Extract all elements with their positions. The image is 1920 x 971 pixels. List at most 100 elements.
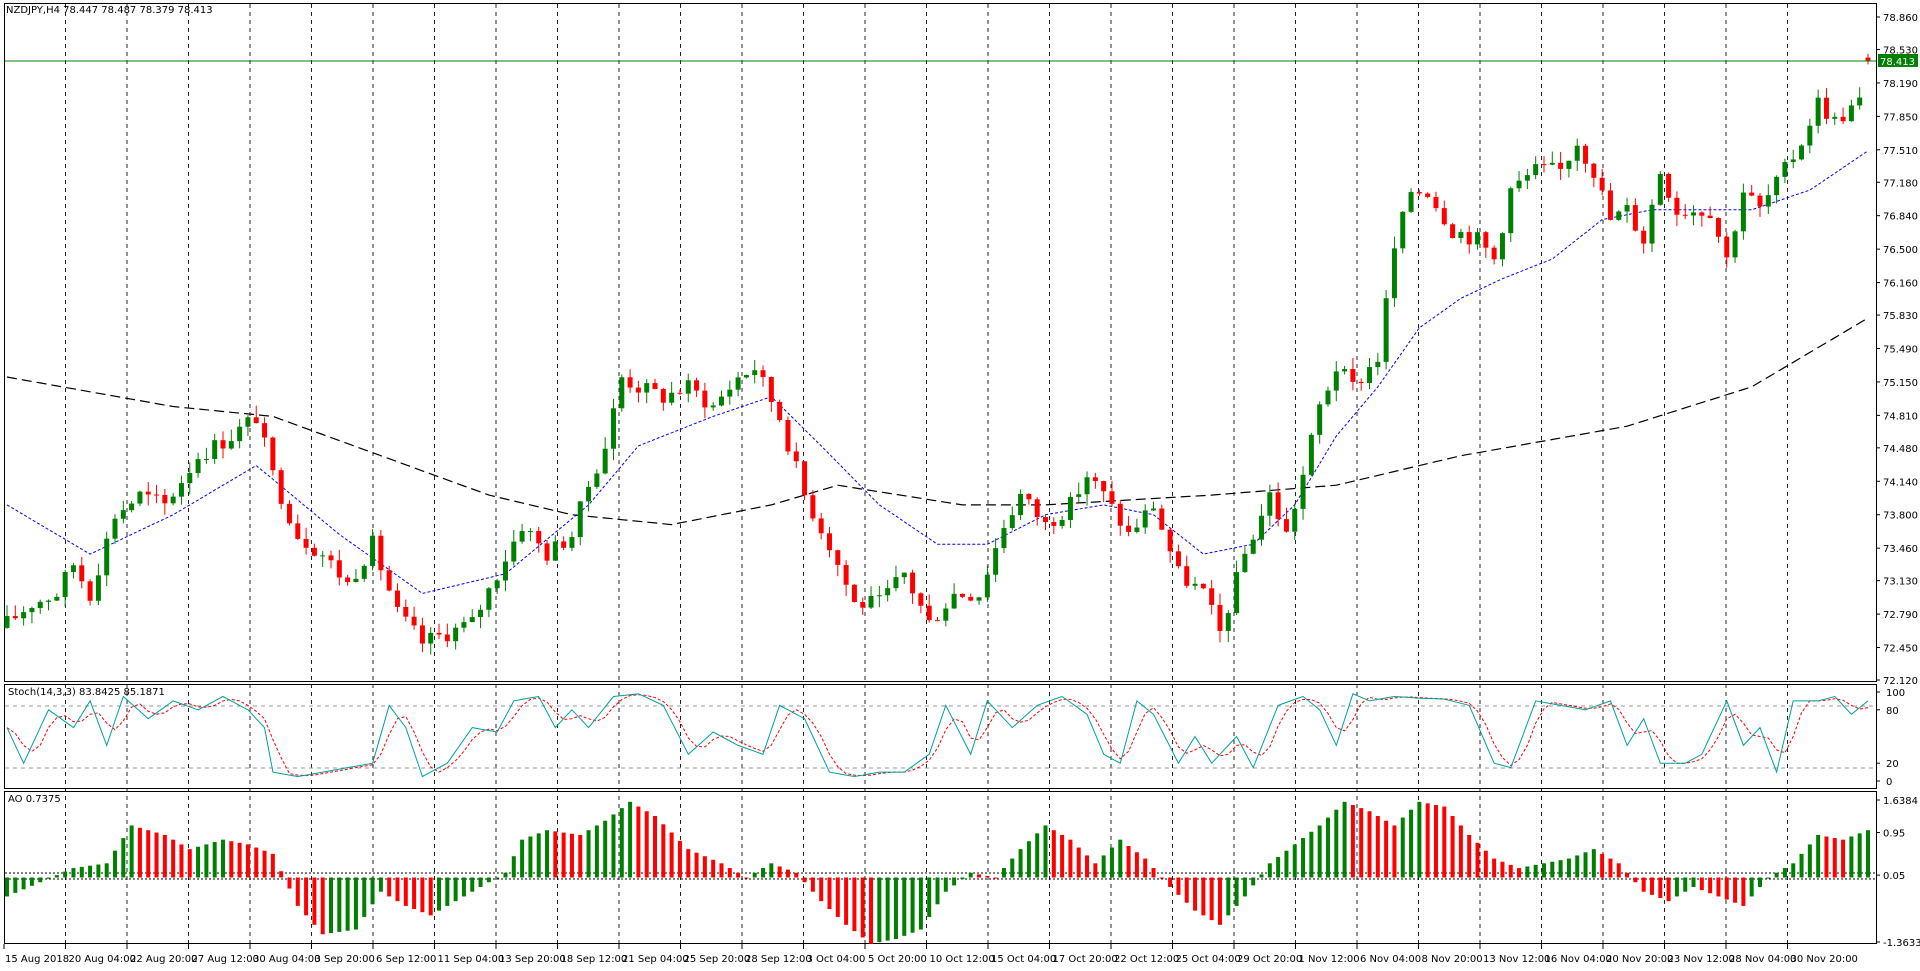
- candle[interactable]: [1516, 170, 1522, 192]
- candle[interactable]: [1142, 504, 1148, 534]
- candle[interactable]: [1848, 99, 1854, 122]
- candle[interactable]: [95, 563, 101, 606]
- candle[interactable]: [195, 452, 201, 478]
- candle[interactable]: [935, 616, 940, 622]
- candle[interactable]: [1217, 593, 1223, 643]
- candle[interactable]: [810, 490, 816, 522]
- candle[interactable]: [1641, 226, 1647, 254]
- candle[interactable]: [1034, 497, 1040, 526]
- candle[interactable]: [1092, 472, 1098, 489]
- candle[interactable]: [777, 399, 783, 423]
- candle[interactable]: [793, 442, 799, 468]
- candle[interactable]: [860, 597, 866, 615]
- candle[interactable]: [1308, 432, 1314, 477]
- candle[interactable]: [270, 436, 276, 476]
- candle[interactable]: [303, 527, 309, 555]
- candle[interactable]: [1333, 361, 1339, 402]
- candle[interactable]: [943, 603, 949, 627]
- candle[interactable]: [1175, 544, 1181, 569]
- candle[interactable]: [901, 572, 907, 585]
- candle[interactable]: [386, 565, 392, 592]
- candle[interactable]: [1391, 236, 1397, 307]
- candle[interactable]: [353, 569, 359, 583]
- candle[interactable]: [1732, 229, 1738, 263]
- candle[interactable]: [951, 583, 957, 609]
- candle[interactable]: [203, 447, 209, 464]
- candle[interactable]: [79, 556, 85, 589]
- candle[interactable]: [577, 501, 583, 546]
- candle[interactable]: [1267, 484, 1273, 527]
- candle[interactable]: [154, 484, 160, 504]
- candle[interactable]: [62, 569, 68, 607]
- candle[interactable]: [1151, 501, 1157, 511]
- candle[interactable]: [1018, 489, 1024, 520]
- candle[interactable]: [1541, 156, 1547, 173]
- candle[interactable]: [1134, 518, 1140, 534]
- candle[interactable]: [1441, 200, 1447, 226]
- candle[interactable]: [444, 623, 450, 648]
- candle[interactable]: [1059, 515, 1065, 529]
- candle[interactable]: [569, 531, 575, 552]
- candle[interactable]: [536, 526, 542, 553]
- candle[interactable]: [104, 531, 110, 587]
- candle[interactable]: [735, 371, 741, 397]
- candle[interactable]: [727, 380, 733, 405]
- candle[interactable]: [4, 605, 10, 629]
- candle[interactable]: [1823, 88, 1829, 125]
- candle[interactable]: [1840, 107, 1846, 125]
- price-pane[interactable]: [4, 3, 1877, 682]
- candle[interactable]: [228, 429, 234, 450]
- candle[interactable]: [1067, 492, 1073, 528]
- candle[interactable]: [1691, 205, 1697, 226]
- candle[interactable]: [1799, 144, 1805, 161]
- candle[interactable]: [1026, 493, 1032, 505]
- candle[interactable]: [552, 535, 558, 562]
- candle[interactable]: [1475, 227, 1481, 250]
- candle[interactable]: [768, 376, 774, 412]
- candle[interactable]: [1491, 245, 1497, 265]
- candle[interactable]: [918, 592, 924, 614]
- candle[interactable]: [594, 469, 600, 489]
- candle[interactable]: [1300, 466, 1306, 520]
- candle[interactable]: [370, 529, 376, 571]
- candle[interactable]: [361, 564, 367, 582]
- candle[interactable]: [660, 387, 666, 411]
- candle[interactable]: [1649, 199, 1655, 252]
- candle[interactable]: [760, 365, 766, 387]
- candle[interactable]: [311, 543, 317, 557]
- candle[interactable]: [162, 488, 168, 515]
- candle[interactable]: [1184, 555, 1190, 589]
- candle[interactable]: [619, 374, 625, 412]
- candle[interactable]: [1774, 175, 1780, 204]
- candle[interactable]: [320, 551, 326, 568]
- candle[interactable]: [1317, 401, 1323, 444]
- candle[interactable]: [702, 382, 708, 419]
- candle[interactable]: [1666, 172, 1672, 202]
- candle[interactable]: [46, 599, 52, 611]
- candle[interactable]: [984, 565, 990, 603]
- candle[interactable]: [710, 402, 716, 411]
- candle[interactable]: [1283, 507, 1289, 533]
- candle[interactable]: [486, 587, 492, 618]
- candle[interactable]: [1325, 386, 1331, 407]
- candle[interactable]: [1682, 204, 1688, 220]
- candle[interactable]: [785, 416, 791, 455]
- candle[interactable]: [1350, 357, 1356, 391]
- candle[interactable]: [137, 490, 143, 507]
- candle[interactable]: [345, 574, 351, 586]
- candle[interactable]: [1126, 516, 1132, 537]
- candle[interactable]: [336, 549, 342, 586]
- candle[interactable]: [610, 398, 616, 461]
- candle[interactable]: [411, 606, 417, 630]
- candle[interactable]: [178, 475, 184, 505]
- candle[interactable]: [1807, 118, 1813, 154]
- candle[interactable]: [635, 380, 641, 403]
- candle[interactable]: [461, 616, 467, 633]
- candle[interactable]: [29, 606, 35, 624]
- candle[interactable]: [54, 593, 60, 601]
- candle[interactable]: [1425, 192, 1431, 199]
- candle[interactable]: [1865, 53, 1871, 65]
- candle[interactable]: [286, 500, 292, 526]
- candle[interactable]: [835, 549, 841, 577]
